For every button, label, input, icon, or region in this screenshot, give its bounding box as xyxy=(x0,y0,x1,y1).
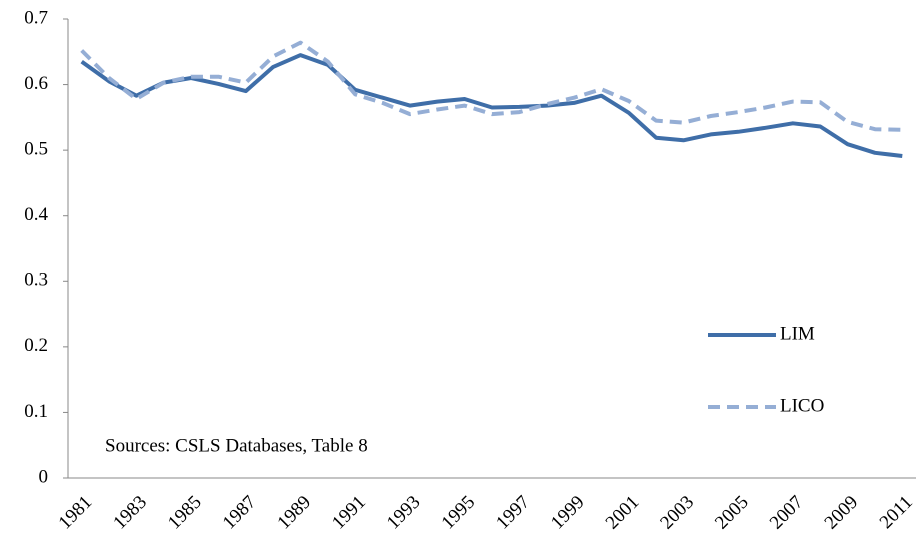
x-tick-label: 2001 xyxy=(602,492,644,534)
x-tick-label: 1983 xyxy=(109,492,151,534)
y-tick-label: 0 xyxy=(39,466,49,487)
x-tick-label: 1995 xyxy=(438,492,480,534)
x-tick-label: 1981 xyxy=(55,492,97,534)
annotation: Sources: CSLS Databases, Table 8 xyxy=(105,435,368,456)
y-tick-label: 0.2 xyxy=(24,335,48,356)
legend-label: LIM xyxy=(780,323,815,344)
x-tick-label: 2007 xyxy=(766,492,808,534)
x-tick-label: 2009 xyxy=(821,492,863,534)
x-tick-label: 1989 xyxy=(273,492,315,534)
x-tick-label: 1997 xyxy=(492,492,534,534)
y-tick-label: 0.6 xyxy=(24,73,48,94)
line-series xyxy=(80,40,903,132)
y-tick-label: 0.4 xyxy=(24,204,48,225)
x-tick-label: 1993 xyxy=(383,492,425,534)
x-tick-label: 2005 xyxy=(711,492,753,534)
x-tick-label: 2003 xyxy=(656,492,698,534)
x-tick-label: 1991 xyxy=(328,492,370,534)
y-tick-label: 0.3 xyxy=(24,270,48,291)
y-tick-label: 0.7 xyxy=(24,7,48,28)
x-tick-label: 1987 xyxy=(219,492,261,534)
x-tick-label: 2011 xyxy=(876,492,917,533)
y-tick-label: 0.1 xyxy=(24,401,48,422)
legend-label: LICO xyxy=(780,395,824,416)
x-tick-label: 1999 xyxy=(547,492,589,534)
x-tick-label: 1985 xyxy=(164,492,206,534)
line-series xyxy=(80,53,903,158)
y-tick-label: 0.5 xyxy=(24,139,48,160)
